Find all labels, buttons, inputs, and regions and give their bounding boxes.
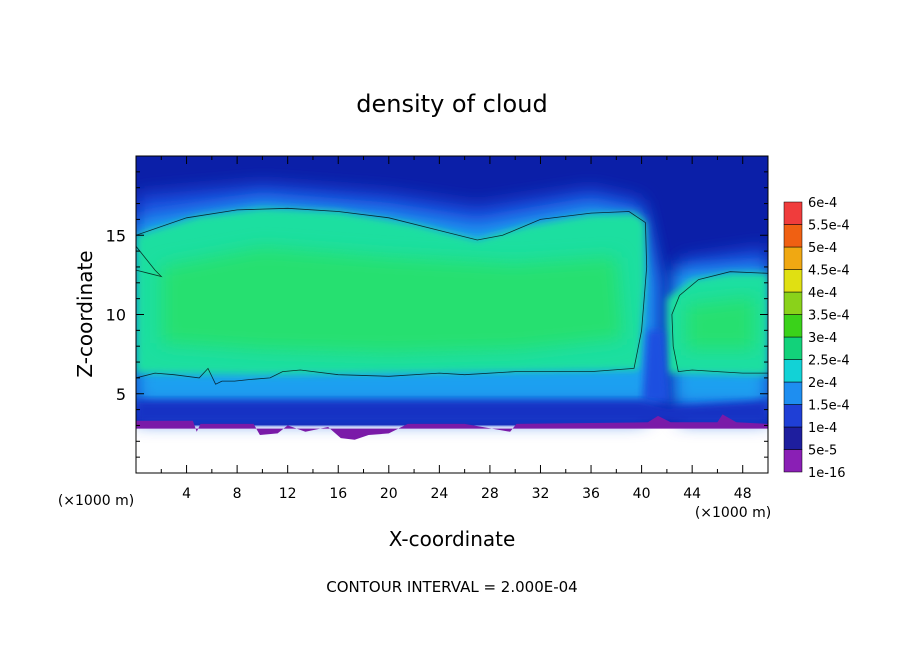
- colorbar-segment: [783, 269, 803, 293]
- colorbar-label: 2.5e-4: [808, 354, 850, 369]
- contour-interval-note: CONTOUR INTERVAL = 2.000E-04: [326, 578, 577, 596]
- colorbar-segment: [783, 404, 803, 428]
- colorbar-segment: [783, 359, 803, 383]
- colorbar-segment: [783, 426, 803, 450]
- colorbar-label: 1.5e-4: [808, 399, 850, 414]
- field-base: [136, 414, 768, 440]
- colorbar-segment: [783, 336, 803, 360]
- field-peak: [161, 247, 623, 353]
- x-tick-label: 36: [582, 486, 600, 502]
- x-tick-label: 12: [279, 486, 297, 502]
- contour-right: [671, 271, 768, 374]
- contour-left-lobe: [136, 246, 163, 278]
- x-tick-label: 4: [182, 486, 191, 502]
- colorbar-label: 3.5e-4: [808, 309, 850, 324]
- colorbar-segment: [783, 291, 803, 315]
- colorbar-segment: [783, 381, 803, 405]
- y-tick-label: 5: [116, 385, 126, 404]
- field-peak-right: [685, 297, 756, 350]
- x-tick-label: 24: [430, 486, 448, 502]
- x-tick-label: 28: [481, 486, 499, 502]
- colorbar-label: 6e-4: [808, 196, 837, 211]
- colorbar-segment: [783, 246, 803, 270]
- colorbar-label: 2e-4: [808, 376, 837, 391]
- x-axis-ticks: 4 8 12 16 20 24 28 32 36 40 44 48: [160, 156, 752, 502]
- x-tick-label: 16: [329, 486, 347, 502]
- colorbar-label: 1e-4: [808, 421, 837, 436]
- colorbar-segment: [783, 449, 803, 473]
- y-tick-label: 10: [106, 306, 126, 325]
- x-tick-label: 32: [532, 486, 550, 502]
- colorbar-label: 4e-4: [808, 286, 837, 301]
- colorbar-label: 5e-5: [808, 444, 837, 459]
- chart-title: density of cloud: [356, 90, 547, 118]
- density-field: [136, 156, 768, 440]
- plot-area: [136, 156, 768, 473]
- colorbar-label: 5e-4: [808, 241, 837, 256]
- y-tick-label: 15: [106, 226, 126, 245]
- x-tick-label: 44: [683, 486, 701, 502]
- x-axis-label: X-coordinate: [389, 527, 516, 551]
- y-axis-label: Z-coordinate: [73, 250, 97, 377]
- colorbar-label: 3e-4: [808, 331, 837, 346]
- x-tick-label: 20: [380, 486, 398, 502]
- colorbar-label: 4.5e-4: [808, 264, 850, 279]
- x-unit-left: (×1000 m): [58, 493, 134, 509]
- contour-main: [136, 207, 648, 385]
- field-low-band: [136, 400, 768, 423]
- colorbar-label: 5.5e-4: [808, 219, 850, 234]
- colorbar-segment: [783, 201, 803, 225]
- colorbar-segment: [783, 314, 803, 338]
- contour-lines: [136, 207, 768, 385]
- field-plume: [642, 330, 670, 402]
- x-unit-right: (×1000 m): [695, 505, 771, 521]
- x-tick-label: 40: [633, 486, 651, 502]
- colorbar: 1e-16 5e-5 1e-4 1.5e-4 2e-4 2.5e-4 3e-4 3.5e-4 4…: [783, 196, 850, 481]
- colorbar-label: 1e-16: [808, 466, 846, 481]
- x-tick-label: 48: [734, 486, 752, 502]
- y-axis-ticks: 5 10 15: [106, 171, 768, 458]
- x-tick-label: 8: [233, 486, 242, 502]
- colorbar-segment: [783, 224, 803, 248]
